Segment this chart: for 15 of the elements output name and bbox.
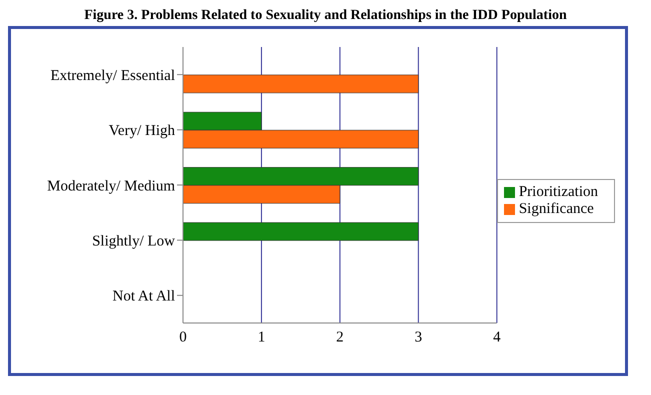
y-tick-label: Extremely/ Essential [50,68,175,84]
legend-label: Significance [518,201,594,217]
x-tick-label: 4 [493,330,502,346]
x-tick-label: 0 [179,330,187,346]
y-tick-label: Not At All [112,288,175,305]
x-tick-label: 2 [336,330,344,346]
y-tick-label: Moderately/ Medium [47,178,176,194]
bar [183,74,419,94]
chart-title: Figure 3. Problems Related to Sexuality and Relationships in the IDD Population [83,8,568,25]
x-tick-label: 1 [258,330,266,346]
x-tick-label: 3 [414,330,422,346]
legend-label: Prioritization [518,184,598,200]
bar [183,222,419,241]
y-tick-label: Slightly/ Low [92,234,176,250]
y-tick-label: Very/ High [108,123,176,140]
